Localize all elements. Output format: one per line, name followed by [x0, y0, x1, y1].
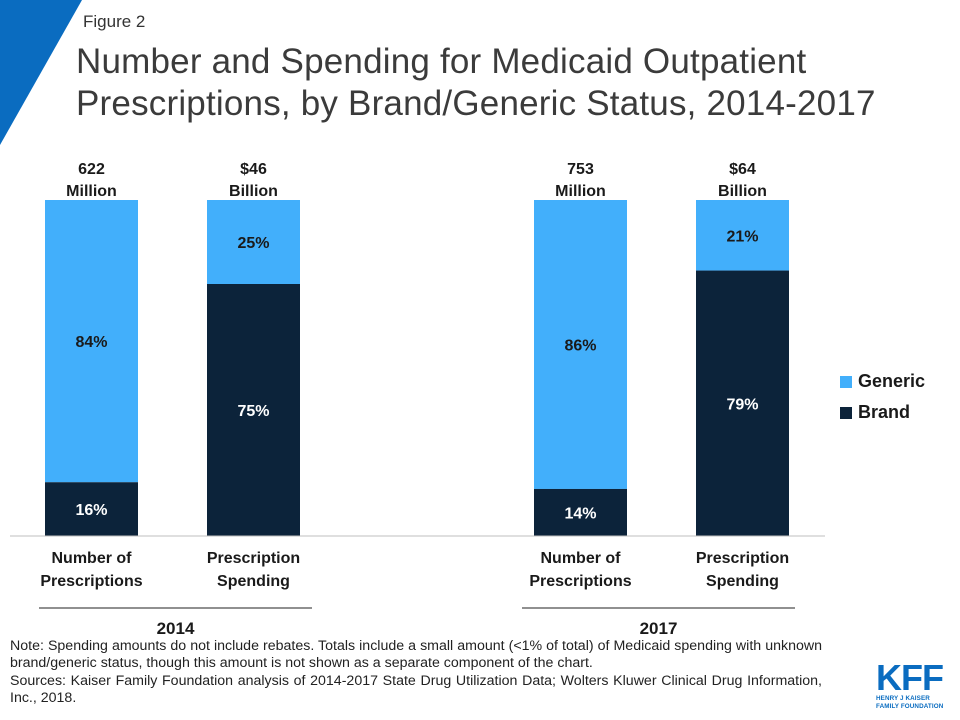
category-label-line1-0: Number of: [52, 550, 133, 567]
bar-generic-1: [207, 200, 300, 284]
legend-label-generic: Generic: [858, 371, 926, 391]
data-label-generic-3: 21%: [726, 228, 758, 245]
total-label-line2-3: Billion: [718, 183, 767, 200]
legend-item-generic: Generic: [840, 366, 925, 397]
legend-item-brand: Brand: [840, 397, 925, 428]
data-label-brand-2: 14%: [564, 505, 596, 522]
bar-brand-0: [45, 482, 138, 536]
legend-swatch-brand: [840, 406, 852, 419]
bar-brand-3: [696, 270, 789, 536]
total-label-line1-0: 622: [78, 161, 105, 178]
total-label-line2-0: Million: [66, 183, 117, 200]
kff-logo: KFF HENRY J KAISER FAMILY FOUNDATION: [876, 657, 946, 710]
sources-text: Sources: Kaiser Family Foundation analys…: [10, 672, 822, 707]
bar-brand-1: [207, 284, 300, 536]
category-label-line1-2: Number of: [541, 550, 622, 567]
category-label-line2-2: Prescriptions: [529, 573, 631, 590]
data-label-generic-1: 25%: [237, 235, 269, 252]
total-label-line2-2: Million: [555, 183, 606, 200]
data-label-generic-0: 84%: [75, 334, 107, 351]
total-label-line1-2: 753: [567, 161, 594, 178]
data-label-brand-3: 79%: [726, 396, 758, 413]
logo-line2: FAMILY FOUNDATION: [876, 702, 944, 710]
total-label-line1-1: $46: [240, 161, 267, 178]
legend: Generic Brand: [840, 366, 925, 428]
category-label-line1-3: Prescription: [696, 550, 789, 567]
category-label-line2-3: Spending: [706, 573, 779, 590]
total-label-line1-3: $64: [729, 161, 756, 178]
category-label-line1-1: Prescription: [207, 550, 300, 567]
group-label-2017: 2017: [640, 619, 678, 638]
category-label-line2-0: Prescriptions: [40, 573, 142, 590]
logo-mark: KFF: [876, 657, 944, 698]
data-label-generic-2: 86%: [564, 337, 596, 354]
data-label-brand-0: 16%: [75, 502, 107, 519]
legend-label-brand: Brand: [858, 402, 911, 422]
corner-accent: [0, 0, 82, 145]
bar-generic-2: [534, 200, 627, 489]
bar-generic-3: [696, 200, 789, 271]
chart-title: Number and Spending for Medicaid Outpati…: [76, 42, 876, 123]
bar-brand-2: [534, 488, 627, 536]
bar-generic-0: [45, 200, 138, 483]
note-text: Note: Spending amounts do not include re…: [10, 638, 822, 672]
figure-label: Figure 2: [83, 12, 146, 31]
footnote: Note: Spending amounts do not include re…: [10, 638, 822, 708]
legend-swatch-generic: [840, 375, 852, 388]
group-label-2014: 2014: [157, 619, 195, 638]
logo-line1: HENRY J KAISER: [876, 695, 930, 702]
category-label-line2-1: Spending: [217, 573, 290, 590]
data-label-brand-1: 75%: [237, 403, 269, 420]
total-label-line2-1: Billion: [229, 183, 278, 200]
